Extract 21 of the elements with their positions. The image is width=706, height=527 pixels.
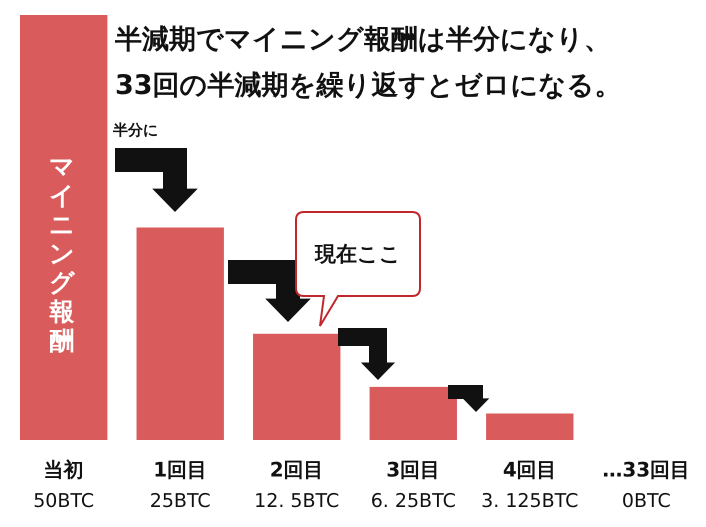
annotation: マイニング報酬 [48, 152, 76, 355]
x-tick-label: 4回目 [502, 458, 557, 482]
annotation: 現在ここ [314, 241, 402, 268]
annotation: 半分に [112, 121, 158, 139]
data-label: 6. 25BTC [370, 490, 456, 512]
x-tick-label: 2回目 [270, 458, 324, 482]
bar [486, 413, 574, 440]
bar [136, 228, 224, 440]
data-label: 25BTC [150, 490, 211, 512]
data-label: 50BTC [33, 490, 94, 512]
bar [370, 386, 457, 440]
x-tick-label: 当初 [44, 458, 84, 482]
data-label: 0BTC [622, 490, 671, 512]
data-label: 12. 5BTC [254, 490, 340, 512]
x-tick-label: …33回目 [602, 458, 690, 482]
bar [20, 15, 108, 440]
data-label: 3. 125BTC [481, 490, 578, 512]
text: 半減期でマイニング報酬は半分になり、 33回の半減期を繰り返すとゼロになる。 [114, 24, 622, 101]
bar [253, 334, 340, 440]
x-tick-label: 1回目 [153, 458, 208, 482]
x-tick-label: 3回目 [386, 458, 440, 482]
